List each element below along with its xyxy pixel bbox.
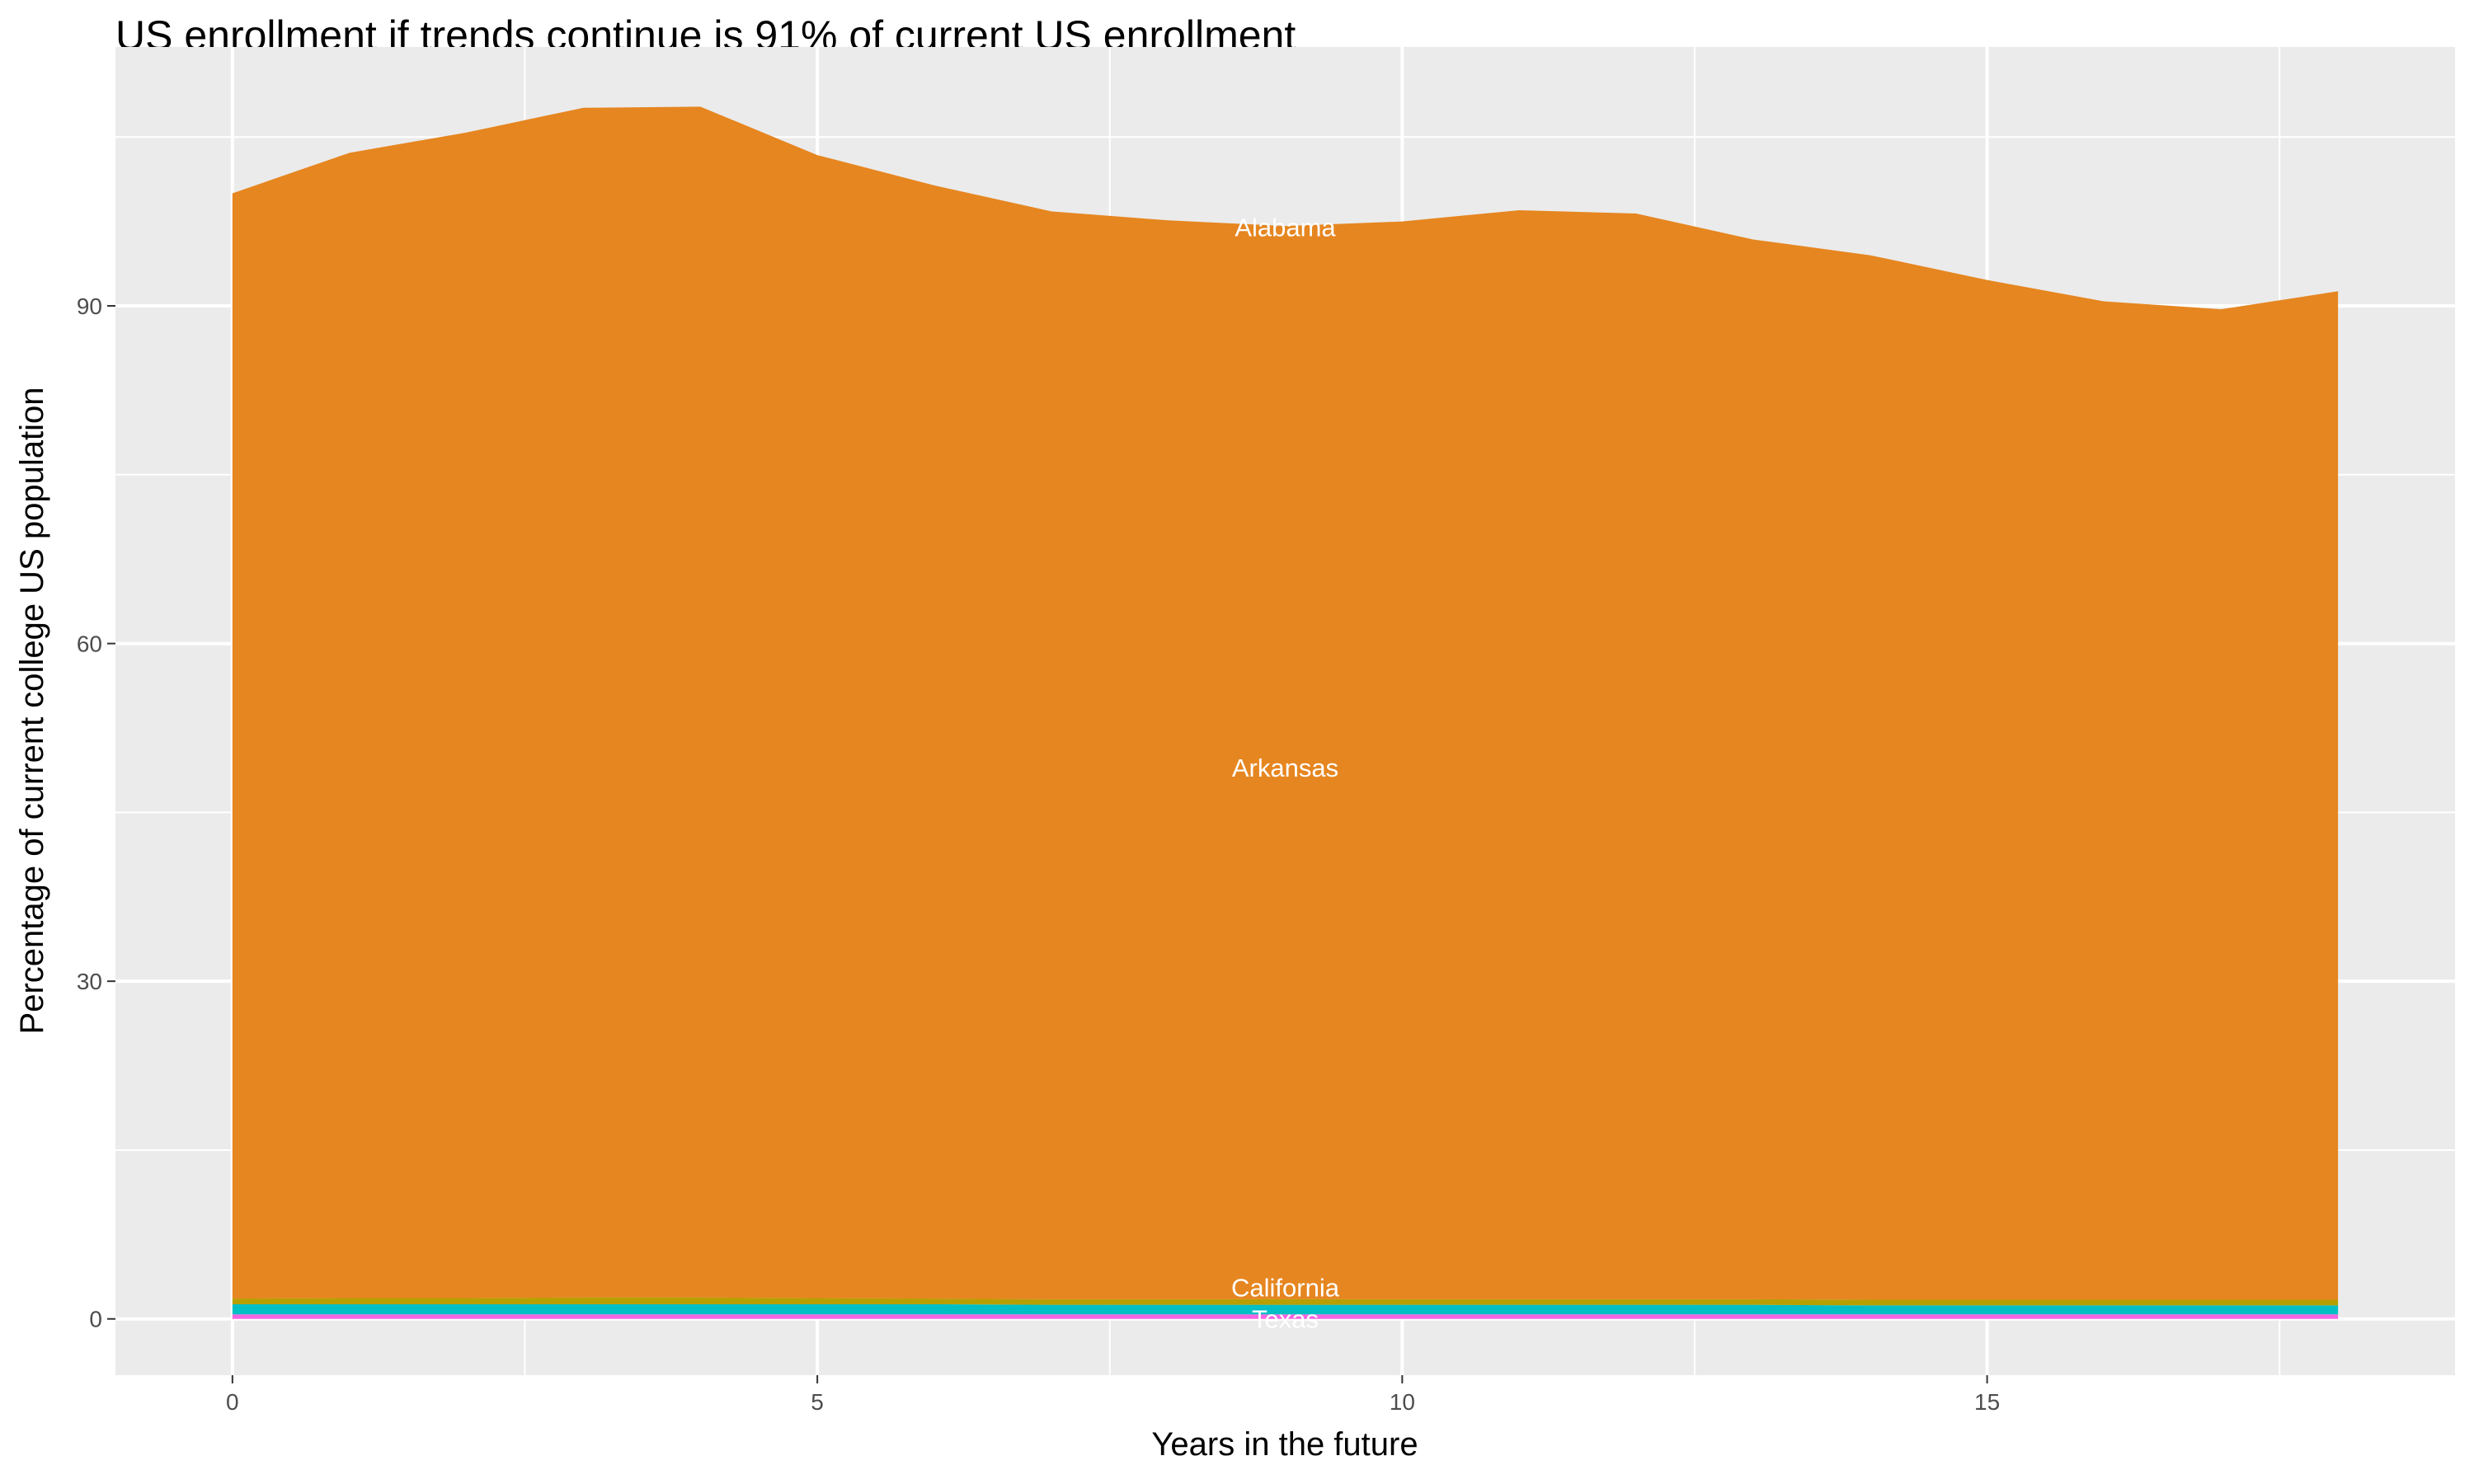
x-tick-label: 5	[811, 1389, 824, 1415]
area-label-alabama: Alabama	[1235, 213, 1336, 242]
x-tick-label: 10	[1390, 1389, 1415, 1415]
area-california	[232, 1303, 2339, 1315]
y-tick-label: 90	[77, 294, 102, 319]
x-tick-label: 0	[226, 1389, 239, 1415]
y-axis-label: Percentage of current college US populat…	[14, 387, 50, 1035]
y-tick-label: 30	[77, 969, 102, 994]
area-texas	[232, 1314, 2339, 1319]
area-label-texas: Texas	[1252, 1305, 1319, 1334]
area-label-california: California	[1231, 1274, 1340, 1303]
area-label-arkansas: Arkansas	[1232, 754, 1338, 782]
axes: 0 5 10 15 0 30 60 90	[77, 294, 2000, 1415]
y-tick-label: 0	[89, 1307, 102, 1332]
y-tick-label: 60	[77, 632, 102, 657]
x-axis-label: Years in the future	[1151, 1426, 1418, 1463]
x-tick-label: 15	[1974, 1389, 2000, 1415]
area-arkansas	[232, 106, 2339, 1300]
area-layers	[232, 106, 2339, 1319]
